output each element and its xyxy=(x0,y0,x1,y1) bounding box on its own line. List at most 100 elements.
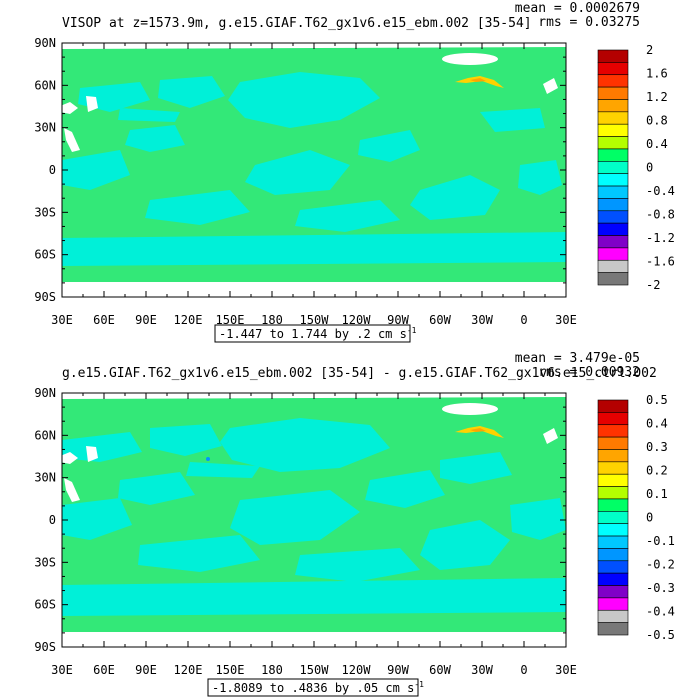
range-box-label: -1.8089 to .4836 by .05 cm s-1 xyxy=(212,680,424,695)
plot-title: g.e15.GIAF.T62_gx1v6.e15_ebm.002 [35-54]… xyxy=(62,366,657,381)
x-tick-label: 120W xyxy=(342,313,372,327)
rms-label: rms = 0.03275 xyxy=(538,15,640,30)
colorbar-label: 0.4 xyxy=(646,417,668,431)
y-tick-label: 60N xyxy=(34,428,56,442)
rms-label: rms = 0.00932 xyxy=(538,365,640,380)
x-tick-label: 120E xyxy=(174,663,203,677)
colorbar-label: 0 xyxy=(646,511,653,525)
colorbar-swatch xyxy=(597,523,629,537)
colorbar-swatch xyxy=(597,486,629,500)
colorbar-swatch xyxy=(597,247,629,261)
colorbar-swatch xyxy=(597,473,629,487)
colorbar-label: -0.4 xyxy=(646,184,675,198)
colorbar-swatch xyxy=(597,622,629,636)
y-tick-label: 30S xyxy=(34,555,56,569)
colorbar-label: 0.3 xyxy=(646,440,668,454)
colorbar-swatch xyxy=(597,511,629,524)
x-tick-label: 30W xyxy=(471,313,493,327)
colorbar-swatch xyxy=(597,235,629,249)
colorbar-swatch xyxy=(597,461,629,475)
x-tick-label: 30E xyxy=(51,663,73,677)
colorbar-swatch xyxy=(597,560,629,574)
y-tick-label: 30S xyxy=(34,205,56,219)
mean-label: mean = 3.479e-05 xyxy=(515,351,640,366)
x-tick-label: 30E xyxy=(555,663,577,677)
colorbar-swatch xyxy=(597,436,629,450)
colorbar-swatch xyxy=(597,548,629,562)
colorbar-swatch xyxy=(597,399,629,413)
x-tick-label: 180 xyxy=(261,313,283,327)
panel-bottom: g.e15.GIAF.T62_gx1v6.e15_ebm.002 [35-54]… xyxy=(34,351,675,697)
colorbar-swatch xyxy=(597,424,629,438)
colorbar-label: 0.8 xyxy=(646,114,668,128)
y-tick-label: 90N xyxy=(34,36,56,50)
x-tick-label: 150E xyxy=(216,313,245,327)
colorbar-swatch xyxy=(597,535,629,549)
colorbar-label: -0.5 xyxy=(646,628,675,642)
colorbar-swatch xyxy=(597,259,629,273)
y-tick-label: 90S xyxy=(34,640,56,654)
x-tick-label: 0 xyxy=(520,313,527,327)
x-tick-label: 60E xyxy=(93,313,115,327)
colorbar-swatch xyxy=(597,111,629,125)
x-tick-label: 150W xyxy=(300,313,330,327)
colorbar-swatch xyxy=(597,161,629,174)
colorbar-swatch xyxy=(597,585,629,599)
colorbar-swatch xyxy=(597,49,629,63)
colorbar-swatch xyxy=(597,609,629,623)
x-tick-label: 30W xyxy=(471,663,493,677)
colorbar-swatch xyxy=(597,272,629,286)
x-tick-label: 60W xyxy=(429,313,451,327)
y-tick-label: 60S xyxy=(34,598,56,612)
colorbar-label: 0 xyxy=(646,161,653,175)
x-axis-ticks: 30E 60E 90E 120E 150E 180 150W 120W 90W 60W 30W 0 30… xyxy=(51,43,577,327)
colorbar-swatch xyxy=(597,62,629,76)
colorbar-label: 2 xyxy=(646,43,653,57)
x-tick-label: 180 xyxy=(261,663,283,677)
y-axis-ticks: 90N 60N 30N 0 30S 60S 90S xyxy=(34,386,566,654)
x-tick-label: 30E xyxy=(555,313,577,327)
colorbar-swatch xyxy=(597,86,629,100)
colorbar-swatch xyxy=(597,222,629,236)
x-tick-label: 150E xyxy=(216,663,245,677)
colorbar-label: -0.1 xyxy=(646,534,675,548)
colorbar-label: 0.4 xyxy=(646,137,668,151)
colorbar-label: -1.6 xyxy=(646,255,675,269)
x-tick-label: 60W xyxy=(429,663,451,677)
x-tick-label: 90E xyxy=(135,313,157,327)
colorbar-swatch xyxy=(597,74,629,88)
x-tick-label: 90E xyxy=(135,663,157,677)
colorbar-swatch xyxy=(597,173,629,187)
colorbar-swatch xyxy=(597,185,629,199)
colorbar-swatch xyxy=(597,449,629,463)
y-tick-label: 60N xyxy=(34,78,56,92)
x-tick-label: 150W xyxy=(300,663,330,677)
colorbar-swatch xyxy=(597,136,629,150)
plot-title: VISOP at z=1573.9m, g.e15.GIAF.T62_gx1v6… xyxy=(62,16,532,31)
colorbar-swatch xyxy=(597,99,629,113)
map-field xyxy=(62,393,566,647)
x-axis-ticks: 30E 60E 90E 120E 150E 180 150W 120W 90W 60W 30W 0 30… xyxy=(51,393,577,677)
x-tick-label: 30E xyxy=(51,313,73,327)
colorbar-label: -0.3 xyxy=(646,581,675,595)
colorbar-label: -0.8 xyxy=(646,208,675,222)
range-box-label: -1.447 to 1.744 by .2 cm s-1 xyxy=(219,326,417,341)
colorbar-label: 0.2 xyxy=(646,464,668,478)
colorbar-swatch xyxy=(597,148,629,162)
x-tick-label: 90W xyxy=(387,663,409,677)
colorbar: 2 1.6 1.2 0.8 0.4 0 -0.4 -0.8 -1.2 -1.6 -2 xyxy=(597,43,675,292)
colorbar-swatch xyxy=(597,412,629,426)
x-tick-label: 90W xyxy=(387,313,409,327)
colorbar-swatch xyxy=(597,597,629,611)
colorbar-label: 0.5 xyxy=(646,393,668,407)
colorbar-label: 0.1 xyxy=(646,487,668,501)
colorbar-label: 1.2 xyxy=(646,90,668,104)
y-tick-label: 0 xyxy=(49,163,56,177)
y-tick-label: 60S xyxy=(34,248,56,262)
colorbar-swatch xyxy=(597,198,629,212)
x-tick-label: 60E xyxy=(93,663,115,677)
colorbar-label: 1.6 xyxy=(646,67,668,81)
x-tick-label: 0 xyxy=(520,663,527,677)
y-axis-ticks: 90N 60N 30N 0 30S 60S 90S xyxy=(34,36,566,304)
